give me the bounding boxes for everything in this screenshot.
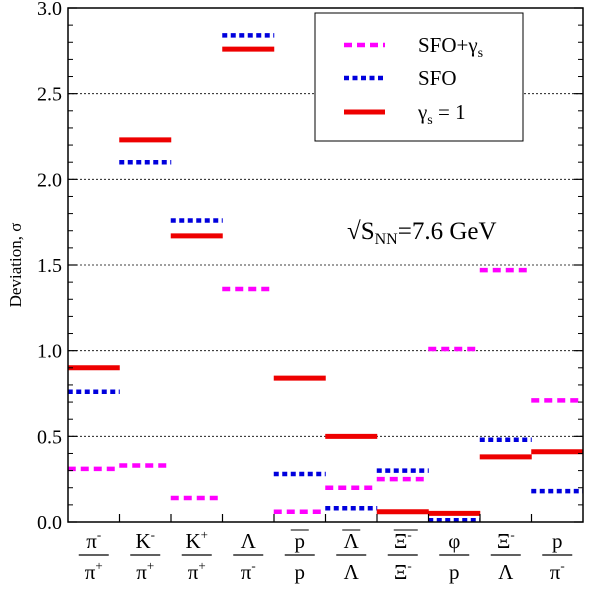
- x-category-label: Ξ- Λ: [490, 527, 521, 584]
- ratio-symbol: Λ: [498, 560, 514, 584]
- ratio-symbol: π-: [86, 527, 101, 553]
- y-axis-label: Deviation, σ: [6, 223, 25, 308]
- y-tick-label: 0.5: [37, 426, 62, 448]
- ratio-symbol: Ξ-: [394, 558, 412, 584]
- y-tick-label: 1.5: [37, 255, 62, 277]
- ratio-symbol: p: [449, 560, 460, 584]
- legend: SFO+γs SFO γs = 1: [314, 12, 524, 142]
- x-category-label: π-π+: [78, 527, 109, 584]
- ratio-symbol: π-: [241, 558, 256, 584]
- energy-annotation: √SNN=7.6 GeV: [347, 218, 497, 248]
- ratio-symbol: p: [552, 529, 563, 553]
- y-tick-label: 0.0: [37, 512, 62, 534]
- legend-label: SFO: [418, 66, 457, 90]
- ratio-symbol: K+: [185, 527, 208, 553]
- legend-label: γs = 1: [417, 100, 466, 128]
- x-category-label: K+ π+: [181, 527, 212, 584]
- ratio-symbol: φ: [448, 529, 460, 553]
- ratio-symbol: π+: [188, 558, 206, 584]
- y-tick-label: 2.0: [37, 169, 62, 191]
- x-category-label: Λπ-: [233, 529, 264, 584]
- ratio-symbol: π+: [136, 558, 154, 584]
- data-marks: [67, 33, 584, 523]
- x-category-label: p π-: [542, 529, 573, 584]
- ratio-symbol: Ξ-: [497, 527, 515, 553]
- y-tick-label: 2.5: [37, 84, 62, 106]
- x-category-label: pp: [284, 529, 315, 584]
- legend-label: SFO+γs: [418, 33, 483, 61]
- x-category-label: φp: [439, 529, 470, 584]
- ratio-symbol: Ξ-: [394, 527, 412, 553]
- ratio-symbol: Λ: [344, 529, 360, 553]
- y-tick-label: 1.0: [37, 341, 62, 363]
- x-category-label: ΛΛ: [336, 529, 367, 584]
- ratio-symbol: Λ: [241, 529, 257, 553]
- ratio-symbol: π+: [85, 558, 103, 584]
- ratio-symbol: p: [295, 529, 306, 553]
- ratio-symbol: Λ: [344, 560, 360, 584]
- ratio-symbol: π-: [550, 558, 565, 584]
- ratio-symbol: K-: [135, 527, 155, 553]
- grid-lines: [68, 93, 583, 437]
- y-tick-label: 3.0: [37, 0, 62, 20]
- ratio-symbol: p: [295, 560, 306, 584]
- x-category-label: Ξ- Ξ-: [387, 527, 418, 584]
- y-axis: 0.0 0.5 1.0 1.5 2.0 2.5 3.0: [37, 0, 583, 534]
- x-category-label: K-π+: [130, 527, 161, 584]
- legend-box: [314, 12, 524, 142]
